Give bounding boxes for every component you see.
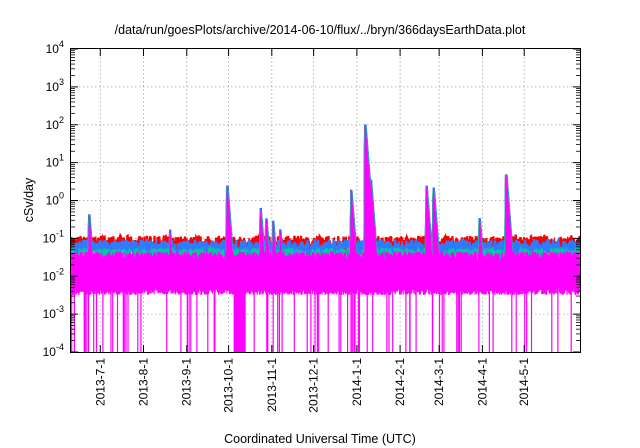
- x-tick-label: 2013-12-1: [307, 358, 321, 413]
- x-tick-label: 2013-7-1: [93, 358, 107, 406]
- y-tick-label: 100: [46, 191, 64, 208]
- x-tick-label: 2013-8-1: [137, 358, 151, 406]
- y-tick-label: 10-4: [43, 342, 64, 359]
- x-tick-label: 2013-9-1: [180, 358, 194, 406]
- x-tick-labels: 2013-7-1 2013-8-1 2013-9-1 2013-10-1 2013-11…: [93, 358, 531, 413]
- y-tick-label: 10-3: [43, 304, 64, 321]
- plot-frame: [70, 48, 581, 353]
- y-tick-label: 101: [46, 153, 64, 170]
- y-tick-label: 102: [46, 115, 64, 132]
- y-tick-labels: 10-4 10-3 10-2 10-1 100 101 102 103 104: [43, 39, 64, 359]
- y-axis-label: cSv/day: [22, 177, 36, 222]
- x-tick-label: 2014-3-1: [432, 358, 446, 406]
- y-tick-label: 10-1: [43, 228, 64, 245]
- y-tick-label: 10-2: [43, 266, 64, 283]
- x-tick-label: 2014-1-1: [350, 358, 364, 406]
- x-tick-label: 2013-11-1: [265, 358, 279, 412]
- series-group: [69, 124, 582, 352]
- x-tick-label: 2013-10-1: [222, 358, 236, 413]
- series-red: [69, 124, 582, 257]
- x-axis-label: Coordinated Universal Time (UTC): [224, 432, 416, 446]
- y-tick-label: 103: [46, 77, 64, 94]
- chart-title: /data/run/goesPlots/archive/2014-06-10/f…: [115, 23, 526, 37]
- x-tick-label: 2014-5-1: [517, 358, 531, 406]
- grid: [71, 49, 580, 352]
- x-tick-label: 2014-2-1: [393, 358, 407, 406]
- x-tick-label: 2014-4-1: [475, 358, 489, 406]
- y-tick-label: 104: [46, 39, 64, 56]
- ticks: [71, 48, 580, 353]
